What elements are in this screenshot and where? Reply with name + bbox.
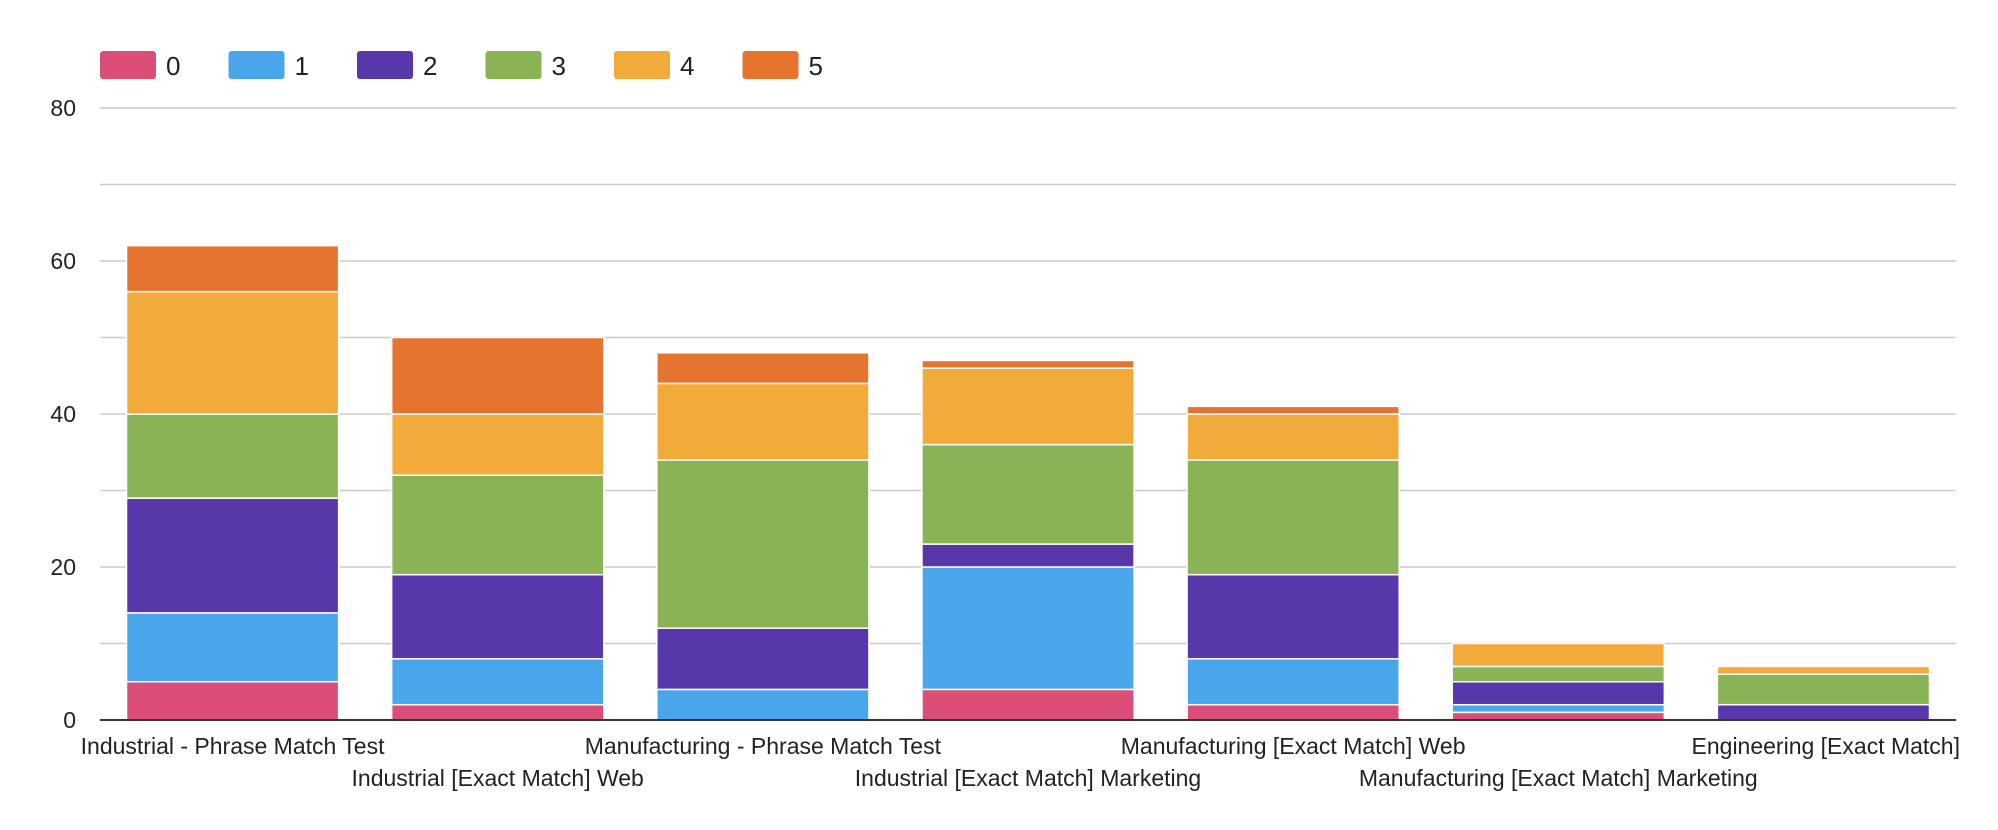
legend: 0 1 2 3 4 5: [100, 51, 823, 81]
legend-item-3[interactable]: 3: [485, 51, 566, 81]
legend-label: 5: [809, 51, 823, 81]
bar-segment-series-1: [921, 566, 1135, 691]
bar-segment-series-2: [125, 497, 340, 614]
bar-segment-series-5: [656, 352, 870, 385]
bar-segment-series-2: [921, 543, 1135, 568]
legend-item-2[interactable]: 2: [357, 51, 437, 81]
legend-label: 1: [295, 51, 309, 81]
bar-segment-series-4: [656, 382, 870, 461]
y-tick-label: 60: [50, 248, 76, 274]
bar-segment-series-4: [1716, 665, 1931, 675]
bar-segment-series-0: [921, 688, 1135, 721]
legend-label: 0: [166, 51, 180, 81]
y-tick-label: 40: [50, 401, 76, 427]
legend-swatch: [614, 51, 670, 79]
legend-item-0[interactable]: 0: [100, 51, 180, 81]
bar-segment-series-1: [125, 612, 340, 683]
bar-segment-series-4: [125, 290, 340, 415]
legend-item-4[interactable]: 4: [614, 51, 694, 81]
legend-swatch: [357, 51, 413, 79]
bar-segment-series-5: [390, 336, 605, 415]
bar-segment-series-4: [390, 413, 605, 476]
x-category-label: Industrial [Exact Match] Web: [352, 765, 644, 791]
bar-segment-series-3: [1186, 459, 1400, 576]
x-category-label: Industrial [Exact Match] Marketing: [855, 765, 1201, 791]
x-category-label: Manufacturing [Exact Match] Marketing: [1359, 765, 1758, 791]
bar-segment-series-4: [921, 367, 1135, 446]
bar-segment-series-3: [921, 443, 1135, 545]
y-tick-label: 20: [50, 554, 76, 580]
legend-swatch: [100, 51, 156, 79]
bar-segment-series-2: [1716, 703, 1931, 721]
bar-segment-series-0: [390, 703, 605, 721]
bar-segment-series-2: [1451, 681, 1666, 706]
x-category-label: Manufacturing - Phrase Match Test: [585, 733, 942, 759]
legend-item-1[interactable]: 1: [228, 51, 309, 81]
bar-segment-series-1: [656, 688, 870, 721]
bar-segment-series-1: [1186, 658, 1400, 706]
bar-segment-series-3: [1716, 673, 1931, 706]
x-category-label: Engineering [Exact Match]: [1692, 733, 1960, 759]
bar-segment-series-2: [1186, 573, 1400, 660]
legend-swatch: [228, 51, 285, 79]
bar-segment-series-0: [1451, 711, 1666, 721]
bar-segment-series-3: [125, 413, 340, 499]
legend-swatch: [485, 51, 542, 79]
bar-segment-series-3: [1451, 665, 1666, 683]
bar-segment-series-4: [1451, 642, 1666, 668]
y-axis: 0 20 40 60 80: [50, 95, 76, 733]
legend-label: 4: [680, 51, 694, 81]
bars: [125, 244, 1931, 721]
bar-segment-series-3: [390, 474, 605, 576]
x-category-label: Manufacturing [Exact Match] Web: [1121, 733, 1466, 759]
bar-segment-series-5: [1186, 405, 1400, 415]
y-tick-label: 80: [50, 95, 76, 121]
bar-segment-series-5: [921, 359, 1135, 369]
bar-segment-series-4: [1186, 413, 1400, 461]
bar-segment-series-1: [390, 658, 605, 706]
legend-swatch: [742, 51, 799, 79]
bar-segment-series-2: [390, 573, 605, 660]
bar-segment-series-3: [656, 459, 870, 629]
x-category-label: Industrial - Phrase Match Test: [81, 733, 385, 759]
x-axis: Industrial - Phrase Match Test Industrial…: [81, 733, 1960, 791]
bar-segment-series-2: [656, 627, 870, 691]
bar-segment-series-0: [1186, 703, 1400, 721]
bar-segment-series-0: [125, 681, 340, 721]
bar-segment-series-5: [125, 244, 340, 293]
legend-label: 3: [552, 51, 566, 81]
bar-segment-series-1: [1451, 703, 1666, 714]
legend-item-5[interactable]: 5: [742, 51, 823, 81]
legend-label: 2: [423, 51, 437, 81]
y-tick-label: 0: [63, 707, 76, 733]
